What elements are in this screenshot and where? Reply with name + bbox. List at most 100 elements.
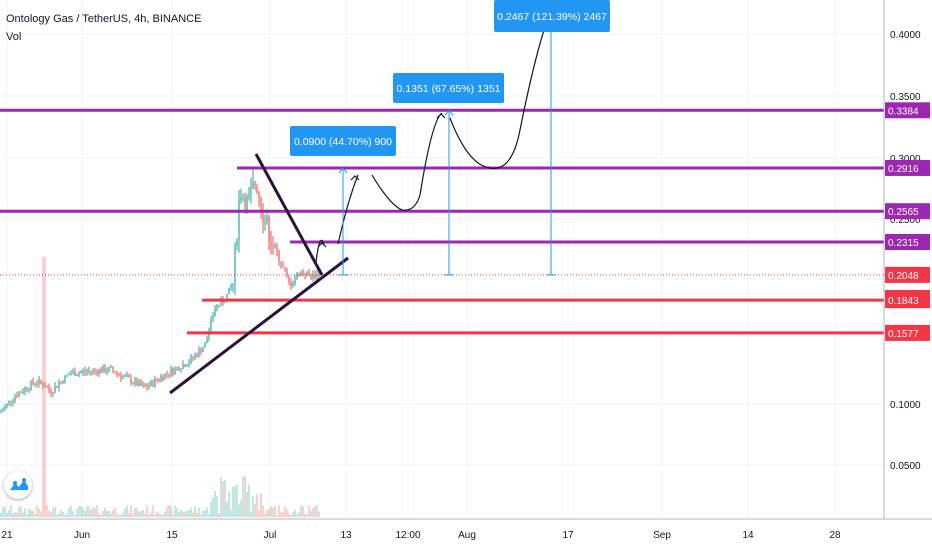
projection-arrowhead (350, 175, 360, 181)
candle-body (84, 370, 86, 373)
candle-body (126, 375, 128, 377)
support-price-tag: 0.1843 (888, 296, 919, 307)
candle-body (82, 370, 84, 372)
volume-bar (154, 514, 156, 517)
current-price-tag-bg (885, 266, 930, 283)
candle-body (156, 378, 158, 381)
candle-body (234, 246, 236, 284)
volume-bar (124, 508, 126, 517)
candle-body (164, 373, 166, 380)
time-axis: 21 Jun 15 Jul 13 12:00 Aug 17 Sep 14 28 (0, 518, 932, 541)
volume-bar (266, 510, 268, 517)
volume-bar (208, 514, 210, 517)
volume-bar (58, 513, 60, 517)
candle-body (192, 356, 194, 358)
candle-body (226, 294, 228, 303)
candle-body (302, 270, 304, 274)
candle-body (178, 367, 180, 371)
volume-bar (108, 510, 110, 517)
volume-bar (234, 486, 236, 517)
candle-body (130, 377, 132, 384)
volume-bar (254, 503, 256, 517)
resistance-price-tag: 0.2315 (888, 238, 919, 249)
candle-body (218, 305, 220, 307)
volume-bar (12, 513, 14, 517)
volume-bar (32, 510, 34, 517)
support-price-tag-bg (885, 292, 930, 309)
volume-bar (48, 510, 50, 517)
candle-body (32, 381, 34, 384)
volume-bar (128, 512, 130, 517)
candle-body (206, 337, 208, 344)
volume-bar (144, 513, 146, 517)
time-tick-label: 14 (742, 530, 754, 541)
volume-bar (314, 505, 316, 517)
candle-body (266, 216, 268, 222)
volume-bar (132, 513, 134, 517)
volume-bar (120, 514, 122, 517)
ascending-trendline (169, 256, 349, 395)
volume-bar (118, 514, 120, 517)
candle-body (250, 187, 252, 195)
symbol-title: Ontology Gas / TetherUS, 4h, BINANCE (6, 13, 202, 25)
volume-bar (148, 514, 150, 517)
tradingview-logo[interactable] (4, 471, 32, 499)
candle-body (262, 211, 264, 223)
candle-body (316, 274, 318, 279)
volume-bar (190, 507, 192, 517)
volume-bar (272, 507, 274, 517)
candle-body (190, 356, 192, 363)
candle-body (0, 411, 2, 413)
candle-body (194, 354, 196, 358)
candle-body (210, 319, 212, 331)
resistance-price-tag-bg (885, 102, 930, 119)
volume-bar (130, 505, 132, 517)
candle-body (172, 368, 174, 374)
volume-bar (40, 511, 42, 517)
time-tick-label: 21 (1, 530, 13, 541)
volume-bar (20, 505, 22, 517)
candle-body (24, 387, 26, 392)
candle-body (308, 271, 310, 275)
candle-body (134, 379, 136, 384)
volume-bar (196, 512, 198, 517)
candle-body (8, 401, 10, 404)
volume-bar (206, 507, 208, 517)
candle-body (286, 271, 288, 277)
candle-body (26, 387, 28, 390)
volume-bar (16, 512, 18, 517)
candle-body (280, 261, 282, 266)
candle-body (214, 308, 216, 317)
volume-bar (116, 513, 118, 517)
volume-bar (146, 505, 148, 517)
volume-bar (102, 511, 104, 517)
volume-bar (56, 514, 58, 517)
volume-bar (220, 476, 222, 517)
volume-bar (292, 511, 294, 517)
candle-body (34, 383, 36, 385)
candle-body (28, 389, 30, 391)
volume-bar (226, 501, 228, 517)
candle-body (62, 381, 64, 383)
volume-bar (38, 508, 40, 517)
resistance-price-tag-bg (885, 233, 930, 250)
candle-body (150, 381, 152, 386)
candle-body (244, 196, 246, 210)
candle-body (146, 387, 148, 389)
candle-body (108, 367, 110, 372)
candle-body (238, 200, 240, 240)
price-tick-label: 0.0500 (890, 461, 921, 472)
target-label-box (290, 126, 396, 156)
volume-bar (156, 511, 158, 517)
candle-body (278, 252, 280, 262)
candle-body (118, 373, 120, 375)
price-tick-label: 0.2500 (890, 215, 921, 226)
candle-body (12, 400, 14, 403)
volume-bar (76, 508, 78, 517)
candle-body (310, 274, 312, 278)
resistance-price-tag: 0.3384 (888, 106, 919, 117)
volume-bar (134, 507, 136, 517)
volume-bar (174, 505, 176, 517)
